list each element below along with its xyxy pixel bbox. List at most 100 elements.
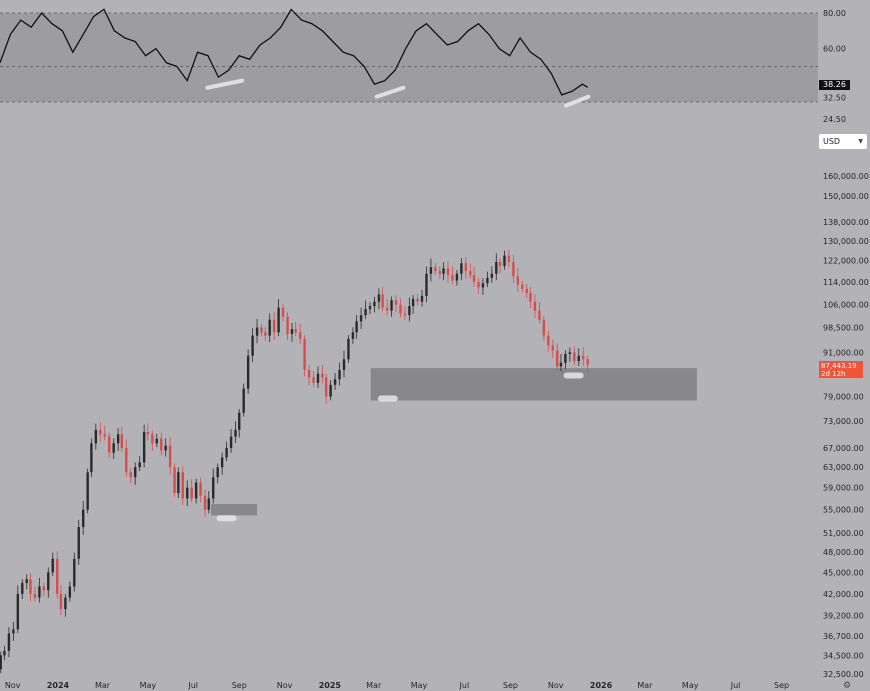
price-divergence-mark — [216, 515, 237, 522]
candle-body — [399, 304, 402, 314]
time-axis-tick: Nov — [5, 681, 21, 690]
rsi-axis-tick: 60.00 — [823, 45, 846, 54]
candle-body — [199, 482, 202, 496]
candle-body — [507, 255, 511, 263]
time-axis-tick: Mar — [95, 681, 111, 690]
candle-body — [146, 432, 150, 435]
candle-body — [559, 362, 563, 367]
candle-body — [556, 350, 559, 367]
candle-body — [321, 373, 324, 378]
candle-body — [490, 273, 494, 278]
candle-body — [238, 412, 241, 430]
time-axis-tick: Sep — [503, 681, 518, 690]
candle-body — [177, 472, 180, 494]
price-axis-tick: 122,000.00 — [823, 257, 869, 266]
price-panel — [0, 249, 697, 674]
price-divergence-mark — [377, 395, 398, 402]
candle-body — [312, 377, 315, 383]
candle-body — [394, 300, 398, 305]
candle-body — [0, 655, 2, 670]
candle-body — [59, 593, 63, 610]
price-axis-tick: 73,000.00 — [823, 417, 864, 426]
candle-body — [411, 298, 415, 307]
candle-body — [264, 332, 267, 336]
candle-body — [246, 355, 250, 389]
price-axis-tick: 59,000.00 — [823, 484, 864, 493]
price-axis-tick: 32,500.00 — [823, 670, 864, 679]
candle-body — [495, 262, 498, 274]
candle-body — [472, 275, 476, 282]
candle-body — [103, 434, 106, 437]
time-axis-tick: 2025 — [319, 681, 342, 690]
gear-icon[interactable]: ⚙ — [843, 681, 852, 691]
candle-body — [3, 650, 6, 656]
time-axis-tick: May — [682, 681, 699, 690]
candle-body — [212, 477, 215, 499]
candle-body — [181, 472, 184, 499]
candle-body — [290, 329, 294, 334]
candle-body — [403, 313, 407, 316]
candle-body — [381, 294, 384, 308]
candle-body — [29, 579, 32, 594]
candle-body — [260, 327, 263, 333]
price-axis-tick: 48,000.00 — [823, 548, 864, 557]
candle-body — [333, 379, 337, 385]
candle-body — [486, 277, 489, 284]
candle-body — [438, 271, 442, 274]
candle-body — [286, 316, 289, 334]
candle-body — [529, 293, 532, 302]
candle-body — [82, 509, 85, 528]
candle-body — [33, 593, 37, 598]
price-axis-tick: 42,000.00 — [823, 590, 864, 599]
candle-body — [16, 593, 20, 630]
price-axis-tick: 91,000.00 — [823, 348, 864, 357]
time-axis-tick: Nov — [277, 681, 293, 690]
candle-body — [129, 472, 132, 478]
time-axis-tick: Mar — [637, 681, 653, 690]
rsi-band — [0, 13, 818, 102]
currency-selector[interactable]: USD ▼ — [819, 134, 867, 149]
candle-body — [203, 495, 207, 510]
time-axis-tick: Jul — [187, 681, 198, 690]
rsi-divergence-mark — [374, 85, 406, 99]
candle-body — [56, 558, 59, 594]
candle-body — [521, 284, 524, 289]
candle-body — [368, 306, 372, 310]
candle-body — [134, 467, 137, 478]
rsi-line — [0, 8, 589, 96]
price-axis-tick: 45,000.00 — [823, 568, 864, 577]
candle-body — [525, 288, 528, 294]
candle-body — [385, 307, 389, 311]
candle-body — [477, 281, 480, 288]
candle-body — [116, 434, 120, 444]
price-axis-tick: 130,000.00 — [823, 237, 869, 246]
candle-body — [99, 429, 102, 435]
time-axis-tick: Jul — [459, 681, 470, 690]
time-axis-tick: Jul — [730, 681, 741, 690]
candle-body — [547, 335, 550, 346]
candle-body — [568, 352, 572, 355]
candle-body — [416, 298, 419, 302]
candle-body — [73, 558, 76, 587]
candle-body — [586, 359, 589, 365]
candle-body — [347, 338, 350, 360]
candle-body — [42, 586, 46, 591]
price-axis-tick: 67,000.00 — [823, 444, 864, 453]
candle-body — [125, 447, 128, 473]
price-axis-tick: 51,000.00 — [823, 529, 864, 538]
candle-body — [168, 445, 172, 468]
candle-body — [47, 572, 50, 591]
candle-body — [25, 579, 28, 583]
time-axis-tick: 2024 — [47, 681, 70, 690]
candle-body — [316, 373, 320, 383]
candle-body — [38, 586, 41, 598]
candle-body — [173, 467, 176, 494]
time-axis-tick: Mar — [366, 681, 382, 690]
candle-countdown: 2d 12h — [821, 370, 846, 378]
candle-body — [298, 332, 302, 339]
candle-body — [303, 338, 306, 370]
candle-body — [138, 462, 141, 468]
